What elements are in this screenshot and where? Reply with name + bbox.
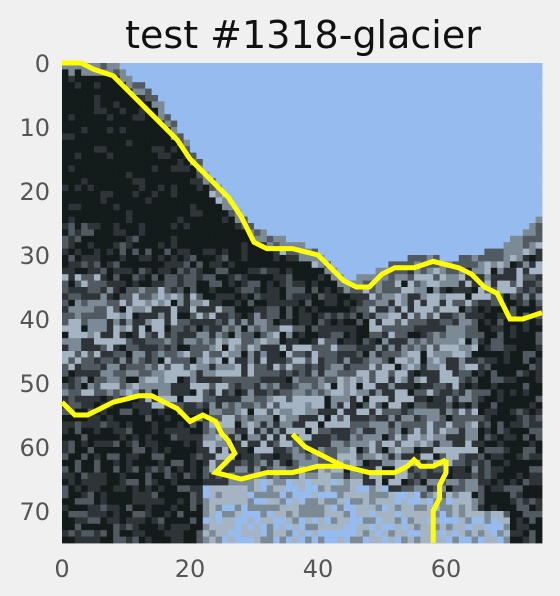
contour-line [62, 60, 543, 322]
contour-line [430, 459, 449, 543]
x-tick-label: 60 [431, 555, 462, 583]
y-tick-label: 20 [19, 178, 50, 206]
y-tick-label: 10 [19, 114, 50, 142]
y-axis-ticks: 0 10 20 30 40 50 60 70 [19, 50, 50, 526]
x-tick-label: 40 [303, 555, 334, 583]
y-tick-label: 0 [35, 50, 50, 78]
y-tick-label: 60 [19, 434, 50, 462]
y-tick-label: 70 [19, 498, 50, 526]
x-tick-label: 0 [54, 555, 69, 583]
contour-line [290, 432, 345, 469]
figure-title: test #1318-glacier [125, 13, 481, 57]
y-tick-label: 40 [19, 306, 50, 334]
contour-line [60, 393, 448, 482]
x-tick-label: 20 [175, 555, 206, 583]
x-axis-ticks: 0 20 40 60 [54, 555, 461, 583]
segmentation-contour [60, 60, 543, 543]
y-tick-label: 30 [19, 242, 50, 270]
y-tick-label: 50 [19, 370, 50, 398]
glacier-image [62, 63, 543, 544]
